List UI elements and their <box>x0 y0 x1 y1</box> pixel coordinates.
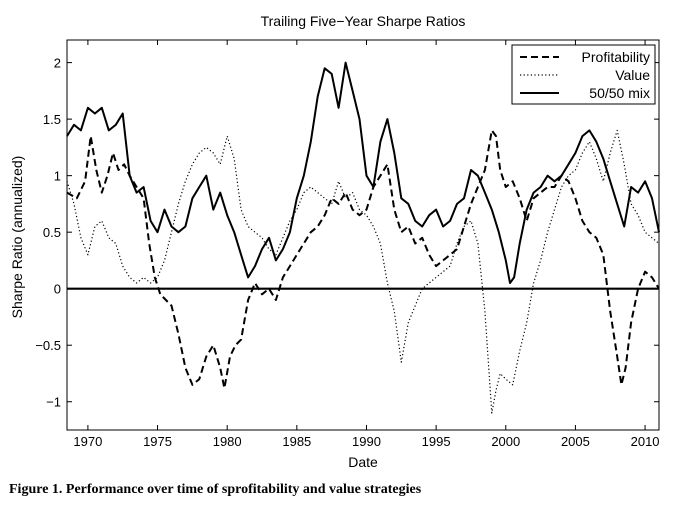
x-tick-label: 1985 <box>282 434 311 449</box>
plot-background <box>67 40 659 430</box>
x-tick-label: 2005 <box>561 434 590 449</box>
y-tick-label: 0 <box>54 282 61 297</box>
x-tick-label: 1990 <box>352 434 381 449</box>
legend-box <box>511 44 656 105</box>
figure-caption: Figure 1. Performance over time of sprof… <box>9 482 422 497</box>
y-tick-label: 1.5 <box>43 112 61 127</box>
x-tick-label: 1995 <box>422 434 451 449</box>
plot-area: 1970 1975 1980 1985 1990 1995 2000 2005 2010 −1 −0… <box>35 39 660 449</box>
legend-label-profitability: Profitability <box>582 49 650 65</box>
x-tick-label: 2000 <box>491 434 520 449</box>
y-tick-label: 2 <box>54 56 61 71</box>
axes-box <box>66 39 660 431</box>
legend: Profitability Value 50/50 mix <box>511 44 656 105</box>
x-tick-label: 1975 <box>143 434 172 449</box>
y-tick-label: −0.5 <box>35 338 61 353</box>
figure: Trailing Five−Year Sharpe Ratios Date Sh… <box>9 13 660 470</box>
y-tick-label: 1 <box>54 169 61 184</box>
x-axis-label: Date <box>348 454 378 470</box>
x-tick-label: 1970 <box>73 434 102 449</box>
series-line-50-50-mix <box>66 61 660 284</box>
x-tick-label: 2010 <box>631 434 660 449</box>
tick-layer: 1970 1975 1980 1985 1990 1995 2000 2005 2010 −1 −0… <box>35 40 660 449</box>
y-tick-label: 0.5 <box>43 225 61 240</box>
x-tick-label: 1980 <box>213 434 242 449</box>
legend-label-value: Value <box>615 67 650 83</box>
y-tick-label: −1 <box>46 395 61 410</box>
legend-label-mix: 50/50 mix <box>589 85 650 101</box>
chart-title: Trailing Five−Year Sharpe Ratios <box>261 13 466 29</box>
series-layer <box>66 61 660 414</box>
y-axis-label: Sharpe Ratio (annualized) <box>9 156 25 319</box>
